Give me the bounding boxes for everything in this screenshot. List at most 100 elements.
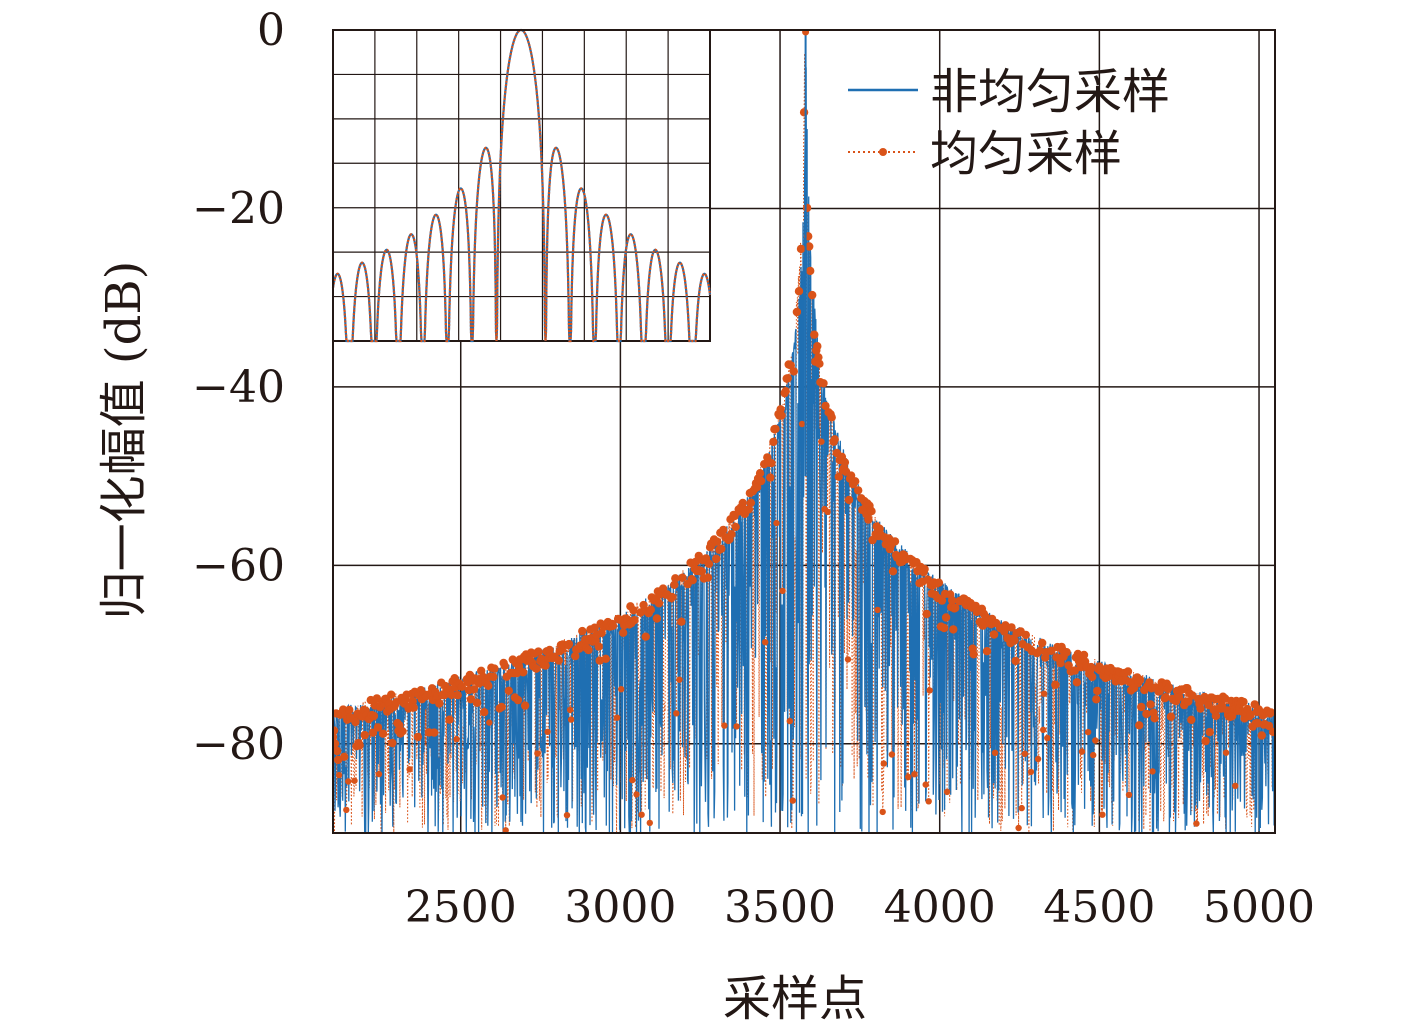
marker xyxy=(830,435,839,444)
y-axis-ticks: 0 −20 −40 −60 −80 xyxy=(192,5,285,770)
marker xyxy=(1040,726,1047,733)
marker xyxy=(1149,768,1156,775)
marker xyxy=(1027,768,1035,776)
marker xyxy=(1193,820,1200,827)
marker xyxy=(821,401,830,411)
x-tick-label: 3500 xyxy=(724,882,836,933)
marker xyxy=(888,567,898,576)
y-tick-label: −80 xyxy=(192,719,285,770)
marker xyxy=(368,728,378,737)
marker xyxy=(738,498,747,508)
marker xyxy=(781,387,790,396)
marker xyxy=(1062,648,1071,657)
marker xyxy=(762,639,769,646)
marker xyxy=(388,738,397,748)
marker xyxy=(1093,686,1102,696)
marker xyxy=(629,606,638,615)
marker xyxy=(1010,636,1019,645)
marker xyxy=(834,472,843,481)
marker xyxy=(1084,728,1092,736)
marker xyxy=(851,477,860,486)
inset-frame xyxy=(332,29,711,342)
marker xyxy=(864,515,873,524)
marker xyxy=(814,353,823,362)
marker xyxy=(824,508,831,516)
marker xyxy=(518,668,528,677)
marker xyxy=(601,654,610,663)
marker xyxy=(1044,734,1051,742)
marker xyxy=(678,573,687,582)
marker xyxy=(926,687,933,694)
marker xyxy=(1136,675,1145,685)
marker xyxy=(920,564,929,574)
marker xyxy=(532,664,541,673)
y-axis-label: 归一化幅值 (dB) xyxy=(96,261,152,620)
marker xyxy=(571,651,580,661)
marker xyxy=(351,777,358,784)
marker xyxy=(688,576,697,585)
marker xyxy=(1266,708,1275,717)
marker xyxy=(375,770,383,778)
marker xyxy=(333,732,338,742)
marker xyxy=(335,771,343,779)
marker xyxy=(796,244,806,254)
marker xyxy=(1007,623,1016,632)
marker xyxy=(608,621,618,630)
marker xyxy=(697,567,707,576)
marker xyxy=(513,695,523,705)
inset-plot xyxy=(331,28,712,343)
y-tick-label: −60 xyxy=(192,540,285,591)
marker xyxy=(638,811,645,818)
marker xyxy=(1232,782,1239,789)
marker xyxy=(773,519,780,527)
marker xyxy=(469,685,479,694)
marker xyxy=(943,788,951,796)
marker xyxy=(1166,712,1176,721)
marker xyxy=(799,108,809,117)
marker xyxy=(713,537,722,546)
x-tick-label: 2500 xyxy=(405,882,517,933)
marker xyxy=(991,749,999,756)
marker xyxy=(731,522,740,532)
marker xyxy=(1142,709,1151,719)
marker xyxy=(1070,666,1080,675)
marker xyxy=(355,741,364,750)
marker xyxy=(1015,824,1022,832)
marker xyxy=(1011,656,1020,666)
series-uniform-markers xyxy=(333,108,1275,833)
marker xyxy=(1056,658,1065,668)
y-tick-label: −20 xyxy=(192,183,285,234)
marker xyxy=(717,544,726,553)
x-tick-label: 4500 xyxy=(1043,882,1155,933)
marker xyxy=(1135,721,1144,730)
marker xyxy=(1222,749,1230,756)
marker xyxy=(343,806,350,814)
marker xyxy=(789,367,798,376)
marker xyxy=(941,613,951,622)
marker xyxy=(541,661,550,670)
marker xyxy=(786,717,793,725)
marker xyxy=(810,330,819,339)
marker xyxy=(792,307,802,317)
marker xyxy=(474,679,484,688)
marker xyxy=(1018,804,1025,812)
marker xyxy=(445,715,454,724)
marker xyxy=(544,728,551,735)
marker xyxy=(794,287,804,296)
marker xyxy=(590,623,599,632)
marker xyxy=(1268,727,1275,737)
marker xyxy=(520,701,530,710)
x-tick-label: 3000 xyxy=(564,882,676,933)
marker xyxy=(619,628,628,637)
marker xyxy=(646,819,653,827)
y-tick-label: 0 xyxy=(257,5,285,56)
marker xyxy=(925,798,932,805)
marker xyxy=(677,617,686,626)
marker xyxy=(939,623,949,633)
marker xyxy=(1123,667,1133,676)
marker xyxy=(373,723,383,732)
marker xyxy=(345,778,352,785)
marker xyxy=(911,771,918,778)
marker xyxy=(472,698,482,707)
marker xyxy=(584,645,593,655)
